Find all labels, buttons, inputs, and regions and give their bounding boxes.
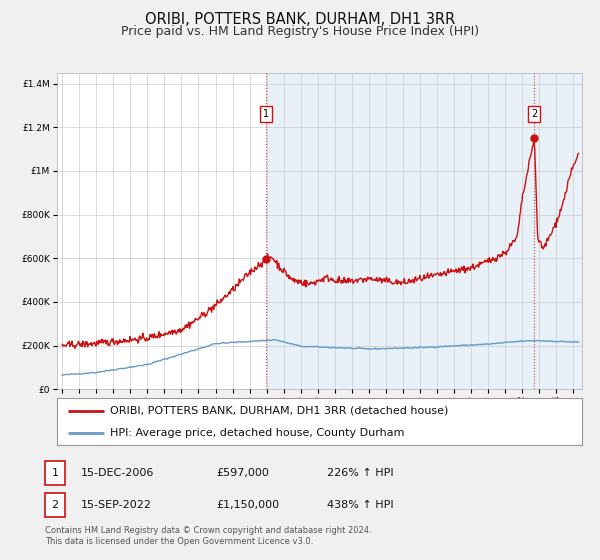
- Text: 2: 2: [532, 109, 538, 119]
- Text: 2: 2: [52, 500, 58, 510]
- Text: 438% ↑ HPI: 438% ↑ HPI: [327, 500, 394, 510]
- Text: Contains HM Land Registry data © Crown copyright and database right 2024.: Contains HM Land Registry data © Crown c…: [45, 526, 371, 535]
- Bar: [266, 73, 582, 389]
- Text: This data is licensed under the Open Government Licence v3.0.: This data is licensed under the Open Gov…: [45, 538, 313, 547]
- Text: 15-DEC-2006: 15-DEC-2006: [81, 468, 154, 478]
- Text: £1,150,000: £1,150,000: [216, 500, 279, 510]
- Text: 1: 1: [52, 468, 58, 478]
- Text: 226% ↑ HPI: 226% ↑ HPI: [327, 468, 394, 478]
- Text: Price paid vs. HM Land Registry's House Price Index (HPI): Price paid vs. HM Land Registry's House …: [121, 25, 479, 38]
- Text: ORIBI, POTTERS BANK, DURHAM, DH1 3RR (detached house): ORIBI, POTTERS BANK, DURHAM, DH1 3RR (de…: [110, 406, 448, 416]
- Text: 1: 1: [263, 109, 269, 119]
- Text: ORIBI, POTTERS BANK, DURHAM, DH1 3RR: ORIBI, POTTERS BANK, DURHAM, DH1 3RR: [145, 12, 455, 27]
- Text: HPI: Average price, detached house, County Durham: HPI: Average price, detached house, Coun…: [110, 428, 404, 438]
- Text: £597,000: £597,000: [216, 468, 269, 478]
- Text: 15-SEP-2022: 15-SEP-2022: [81, 500, 152, 510]
